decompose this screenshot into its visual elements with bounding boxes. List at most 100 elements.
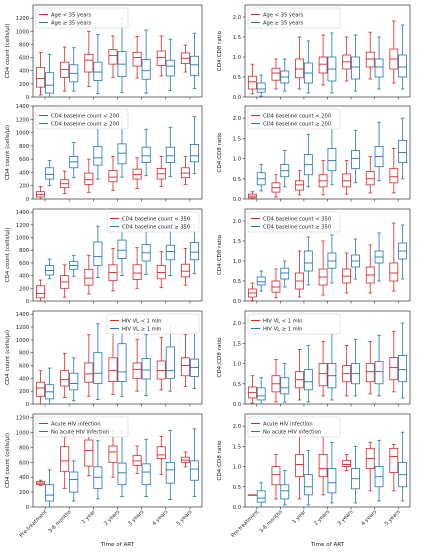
y-tick-label: 1.0 — [233, 259, 241, 265]
y-tick-label: 0.0 — [233, 95, 241, 101]
y-tick-label: 1000 — [16, 29, 29, 35]
box-a — [271, 58, 281, 90]
box-iqr — [280, 484, 290, 500]
box-a — [295, 170, 304, 196]
box-iqr — [280, 377, 290, 395]
y-tick-label: 1000 — [16, 131, 29, 137]
box-a — [84, 334, 94, 397]
y-tick-label: 1.0 — [233, 55, 241, 61]
legend-box — [35, 7, 129, 29]
y-tick-label: 800 — [19, 445, 29, 451]
x-tick-label: 1 year — [291, 509, 308, 526]
box-b — [374, 232, 384, 282]
box-b — [69, 357, 79, 402]
y-tick-label: 1200 — [16, 416, 29, 422]
box-a — [365, 441, 375, 492]
box-b — [398, 322, 408, 399]
box-b — [351, 445, 360, 504]
box-iqr — [180, 357, 190, 377]
legend-label: HIV VL < 1 mln — [263, 319, 302, 325]
box-iqr — [141, 463, 151, 486]
box-b — [69, 47, 79, 92]
box-b — [327, 32, 337, 94]
box-b — [351, 34, 360, 92]
legend-label: CD4 baseline count ≥ 200 — [263, 122, 331, 128]
x-tick-label: 2 years — [103, 509, 121, 527]
chart-panel: 0 200 400 600 800 1000 1200 1400 CD4 count (cell… — [5, 310, 203, 408]
y-tick-label: 0.0 — [233, 402, 241, 408]
box-b — [280, 150, 290, 188]
box-a — [156, 336, 166, 391]
box-iqr — [351, 56, 360, 80]
y-tick-label: 400 — [19, 376, 29, 382]
y-tick-label: 400 — [19, 170, 29, 176]
box-b — [69, 460, 79, 502]
y-tick-label: 2.0 — [233, 219, 241, 225]
y-tick-label: 800 — [19, 248, 29, 254]
box-b — [327, 441, 337, 504]
legend: Acute HIV infection No acute HIV infectio… — [35, 416, 129, 438]
x-tick-label: 3-6 months — [47, 509, 72, 534]
box-a — [271, 174, 281, 198]
y-tick-label: 400 — [19, 475, 29, 481]
box-a — [180, 156, 190, 185]
box-a — [156, 35, 166, 77]
legend-box — [247, 313, 341, 335]
legend-label: HIV VL ≥ 1 mln — [122, 327, 161, 333]
legend-label: CD4 baseline count < 350 — [263, 217, 331, 223]
box-b — [374, 121, 384, 182]
y-axis-label: CD4:CD8 ratio — [217, 30, 223, 71]
y-tick-label: 1200 — [16, 325, 29, 331]
y-axis-label: CD4 count (cells/µl) — [5, 330, 11, 385]
box-a — [36, 51, 46, 96]
box-b — [351, 129, 360, 184]
y-tick-label: 600 — [19, 56, 29, 62]
box-iqr — [318, 363, 328, 387]
y-tick-label: 1.5 — [233, 35, 241, 41]
box-iqr — [327, 468, 337, 494]
legend: CD4 baseline count < 350 CD4 baseline cou… — [106, 211, 200, 233]
y-tick-label: 2.0 — [233, 116, 241, 122]
y-tick-label: 1.0 — [233, 362, 241, 368]
box-a — [271, 454, 281, 500]
box-a — [156, 156, 166, 187]
box-iqr — [45, 484, 55, 502]
box-a — [247, 191, 257, 199]
legend-label: CD4 baseline count < 200 — [263, 114, 331, 120]
y-tick-label: 0.5 — [233, 382, 241, 388]
box-a — [318, 34, 328, 86]
box-a — [295, 349, 304, 401]
box-a — [132, 445, 142, 474]
legend-label: Age < 35 years — [263, 13, 304, 19]
x-tick-label: 5 years — [384, 509, 402, 527]
box-iqr — [93, 352, 103, 384]
y-tick-label: 1200 — [16, 117, 29, 123]
box-iqr — [156, 50, 166, 66]
box-a — [247, 375, 257, 404]
box-a — [180, 451, 190, 468]
chart-panel: 0.0 0.5 1.0 1.5 2.0 CD4:CD8 ratio Age < 35 yea… — [217, 4, 411, 101]
y-tick-label: 1000 — [16, 338, 29, 344]
box-b — [280, 260, 290, 288]
box-iqr — [318, 56, 328, 74]
box-iqr — [117, 143, 127, 165]
box-iqr — [327, 148, 337, 172]
box-b — [303, 133, 313, 188]
box-iqr — [141, 59, 151, 80]
y-tick-label: 2.0 — [233, 321, 241, 327]
y-axis-label: CD4 count (cells/µl) — [5, 433, 11, 488]
legend-box — [247, 108, 341, 130]
box-a — [342, 36, 352, 82]
box-a — [247, 494, 257, 496]
box-iqr — [45, 72, 55, 94]
box-iqr — [108, 357, 118, 382]
box-b — [189, 32, 199, 89]
box-iqr — [351, 150, 360, 170]
box-iqr — [303, 250, 313, 272]
box-iqr — [295, 58, 304, 79]
box-a — [365, 156, 375, 194]
box-b — [45, 469, 55, 508]
legend-label: Acute HIV infection — [51, 422, 101, 428]
box-iqr — [108, 170, 118, 183]
box-b — [69, 254, 79, 277]
